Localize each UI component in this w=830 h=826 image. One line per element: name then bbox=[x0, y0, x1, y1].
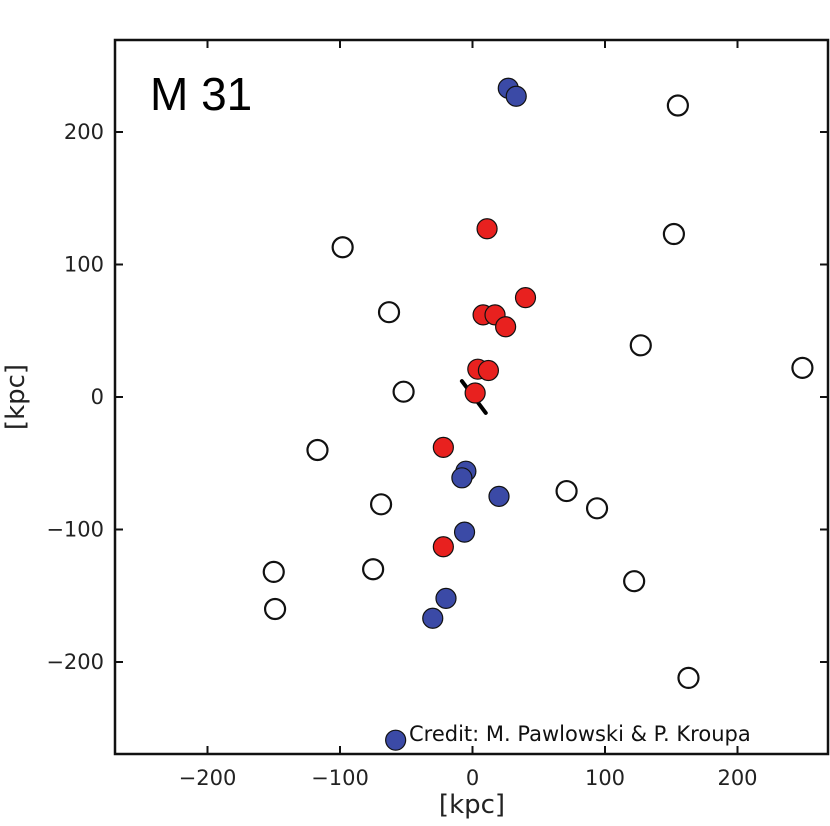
data-point-open-11 bbox=[362, 558, 385, 581]
panel-label: M 31 bbox=[150, 68, 252, 120]
x-axis-label: [kpc] bbox=[439, 790, 505, 820]
x-tick-label: −200 bbox=[179, 766, 237, 790]
plot-layer bbox=[262, 77, 814, 751]
x-tick-label: 100 bbox=[585, 766, 625, 790]
data-point-red-0 bbox=[476, 218, 498, 240]
data-point-open-7 bbox=[306, 438, 329, 462]
y-tick-label: −100 bbox=[46, 518, 104, 542]
data-point-open-10 bbox=[585, 497, 609, 520]
ticks-layer: −200 −100 0 100 200 −200 −100 0 100 200 bbox=[46, 40, 828, 790]
data-point-open-13 bbox=[263, 597, 287, 621]
data-point-open-14 bbox=[623, 570, 646, 593]
data-point-open-9 bbox=[555, 479, 578, 503]
data-point-blue-6 bbox=[435, 587, 457, 610]
x-tick-label: 0 bbox=[466, 766, 479, 790]
y-tick-label: 0 bbox=[91, 385, 104, 409]
data-point-open-3 bbox=[377, 301, 401, 324]
data-point-open-15 bbox=[677, 666, 700, 690]
data-point-open-1 bbox=[662, 222, 686, 246]
data-point-red-6 bbox=[477, 359, 499, 382]
data-point-open-4 bbox=[629, 334, 652, 357]
data-point-open-8 bbox=[369, 493, 393, 516]
data-point-blue-5 bbox=[453, 521, 476, 543]
data-point-open-5 bbox=[791, 356, 814, 379]
data-point-blue-4 bbox=[488, 485, 510, 507]
data-point-blue-8 bbox=[385, 729, 407, 751]
data-point-open-12 bbox=[262, 560, 285, 584]
data-point-red-1 bbox=[514, 287, 537, 309]
y-axis-label: [kpc] bbox=[1, 364, 31, 430]
x-tick-label: 200 bbox=[717, 766, 757, 790]
y-tick-label: 200 bbox=[64, 120, 104, 144]
x-tick-label: −100 bbox=[311, 766, 369, 790]
y-tick-label: 100 bbox=[64, 253, 104, 277]
data-point-open-0 bbox=[666, 94, 689, 117]
data-point-red-9 bbox=[432, 536, 454, 558]
data-point-open-2 bbox=[331, 236, 354, 259]
data-point-open-6 bbox=[392, 380, 415, 403]
data-point-red-8 bbox=[432, 436, 454, 458]
data-point-blue-1 bbox=[505, 85, 527, 107]
data-point-red-7 bbox=[464, 382, 486, 404]
data-point-red-4 bbox=[495, 316, 517, 338]
credit-text: Credit: M. Pawlowski & P. Kroupa bbox=[409, 722, 751, 746]
y-tick-label: −200 bbox=[46, 650, 104, 674]
data-point-blue-7 bbox=[422, 607, 444, 629]
data-point-blue-3 bbox=[451, 467, 473, 489]
